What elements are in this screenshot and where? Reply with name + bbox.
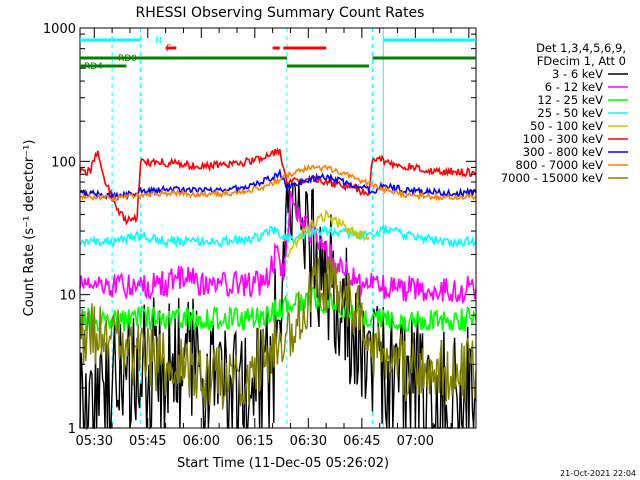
x-tick-label-07-00: 07:00 — [397, 434, 434, 449]
x-tick-label-06-00: 06:00 — [183, 434, 220, 449]
legend-header-line-1: Det 1,3,4,5,6,9, — [536, 41, 626, 55]
y-tick-label-100: 100 — [51, 155, 76, 170]
plot-frame — [79, 27, 477, 429]
x-tick-label-06-30: 06:30 — [290, 434, 327, 449]
flag-bars: N F RD0 RD4 — [80, 36, 476, 72]
x-tick-label-05-30: 05:30 — [76, 434, 113, 449]
legend-label-50-100-kev: 50 - 100 keV — [530, 119, 603, 133]
series-line-12-25-kev — [79, 286, 477, 334]
series-line-300-800-kev — [79, 168, 477, 201]
series-line-50-100-kev — [286, 208, 370, 259]
chart-title: RHESSI Observing Summary Count Rates — [136, 5, 425, 21]
series-line-7000-15000-kev — [79, 256, 477, 410]
legend-label-3-6-kev: 3 - 6 keV — [552, 67, 603, 81]
y-tick-label-10: 10 — [59, 289, 76, 304]
footer-date: 21-Oct-2021 22:04 — [560, 469, 636, 478]
legend-label-12-25-kev: 12 - 25 keV — [537, 93, 603, 107]
legend: Det 1,3,4,5,6,9, FDecim 1, Att 0 3 - 6 k… — [501, 41, 628, 185]
x-tick-label-06-45: 06:45 — [343, 434, 380, 449]
y-tick-label-1: 1 — [68, 422, 76, 437]
series-line-3-6-kev — [79, 181, 477, 431]
series-line-6-12-kev — [79, 190, 477, 304]
flag-label-n: N — [155, 36, 162, 46]
series-line-25-50-kev — [80, 222, 477, 250]
legend-label-100-300-kev: 100 - 300 keV — [523, 132, 603, 146]
axes: 1 10 100 1000 05:30 05:45 06:00 06:15 06:30 06:45… — [43, 22, 476, 449]
series-line-800-7000-kev — [79, 163, 477, 203]
y-axis-label: Count Rate (s⁻¹ detector⁻¹) — [22, 140, 37, 317]
x-axis-label: Start Time (11-Dec-05 05:26:02) — [177, 456, 389, 471]
legend-label-800-7000-kev: 800 - 7000 keV — [515, 158, 603, 172]
plot-area — [79, 28, 477, 431]
y-tick-label-1000: 1000 — [43, 22, 76, 37]
series-line-100-300-kev — [79, 147, 477, 226]
legend-label-300-800-kev: 300 - 800 keV — [523, 145, 603, 159]
legend-header-line-2: FDecim 1, Att 0 — [537, 54, 626, 68]
legend-label-25-50-kev: 25 - 50 keV — [537, 106, 603, 120]
x-tick-label-05-45: 05:45 — [129, 434, 166, 449]
x-tick-label-06-15: 06:15 — [236, 434, 273, 449]
legend-label-6-12-kev: 6 - 12 keV — [545, 80, 603, 94]
legend-label-7000-15000-kev: 7000 - 15000 keV — [501, 171, 603, 185]
